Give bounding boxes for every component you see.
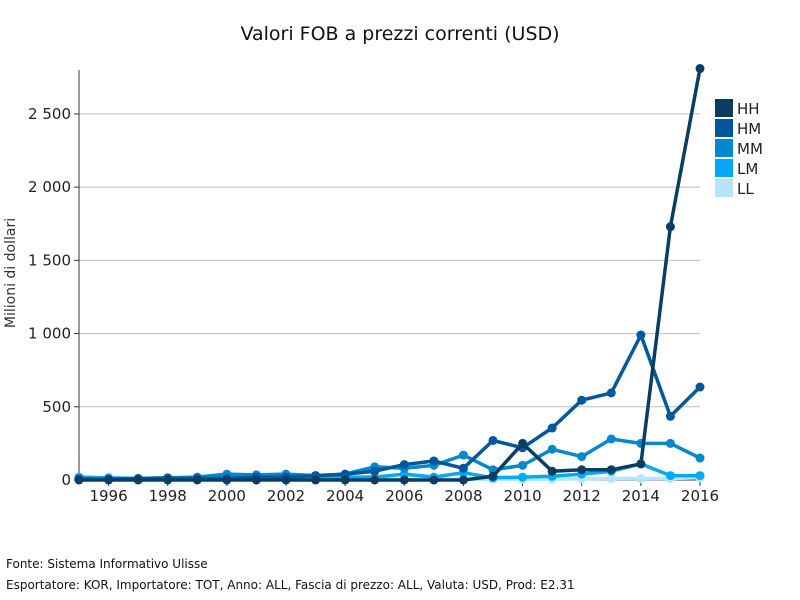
series-group bbox=[74, 64, 705, 485]
legend: HH HM MM LM LL bbox=[715, 99, 763, 198]
data-point-hh bbox=[429, 475, 439, 485]
data-point-hm bbox=[636, 330, 646, 340]
data-point-lm bbox=[695, 471, 705, 481]
legend-swatch-mm bbox=[715, 139, 733, 157]
x-tick-label: 2004 bbox=[326, 487, 364, 505]
data-point-mm bbox=[665, 438, 675, 448]
y-tick-label: 1 500 bbox=[28, 251, 71, 269]
y-axis-ticks: 0 500 1 000 1 500 2 000 2 500 bbox=[28, 105, 79, 489]
data-point-hh bbox=[133, 475, 143, 485]
data-point-mm bbox=[577, 452, 587, 462]
legend-label-lm: LM bbox=[737, 160, 758, 178]
y-axis-label: Milioni di dollari bbox=[3, 218, 19, 328]
data-point-hm bbox=[547, 423, 557, 433]
legend-swatch-hh bbox=[715, 99, 733, 117]
y-tick-label: 1 000 bbox=[28, 325, 71, 343]
chart-title: Valori FOB a prezzi correnti (USD) bbox=[240, 23, 559, 45]
data-point-hh bbox=[577, 465, 587, 475]
data-point-hm bbox=[695, 382, 705, 392]
x-tick-label: 2002 bbox=[267, 487, 305, 505]
line-chart: Valori FOB a prezzi correnti (USD) Milio… bbox=[3, 23, 763, 505]
data-point-mm bbox=[606, 434, 616, 444]
x-tick-label: 1996 bbox=[89, 487, 127, 505]
axes bbox=[78, 70, 700, 481]
x-tick-label: 2006 bbox=[385, 487, 423, 505]
data-point-hm bbox=[429, 456, 439, 466]
data-point-hh bbox=[370, 475, 380, 485]
data-point-hh bbox=[547, 466, 557, 476]
data-point-lm bbox=[518, 472, 528, 482]
data-point-hh bbox=[340, 475, 350, 485]
data-point-hm bbox=[399, 460, 409, 470]
data-point-lm bbox=[665, 471, 675, 481]
legend-label-hm: HM bbox=[737, 120, 761, 138]
legend-label-ll: LL bbox=[737, 180, 754, 198]
data-point-hh bbox=[104, 475, 114, 485]
x-tick-label: 2014 bbox=[622, 487, 660, 505]
data-point-hh bbox=[399, 475, 409, 485]
data-point-hh bbox=[311, 475, 321, 485]
y-tick-label: 500 bbox=[42, 398, 71, 416]
x-tick-label: 2000 bbox=[208, 487, 246, 505]
series-hh bbox=[74, 64, 705, 485]
data-point-hm bbox=[488, 435, 498, 445]
data-point-hh bbox=[518, 438, 528, 448]
data-point-mm bbox=[695, 453, 705, 463]
data-point-hh bbox=[458, 475, 468, 485]
x-tick-label: 2010 bbox=[503, 487, 541, 505]
data-point-hh bbox=[163, 475, 173, 485]
data-point-hh bbox=[606, 465, 616, 475]
source-note: Fonte: Sistema Informativo Ulisse bbox=[6, 557, 208, 571]
data-point-hh bbox=[488, 471, 498, 481]
data-point-hh bbox=[251, 475, 261, 485]
data-point-hm bbox=[665, 411, 675, 421]
data-point-hh bbox=[192, 475, 202, 485]
data-point-hh bbox=[665, 222, 675, 232]
x-axis-ticks: 1996 1998 2000 2002 2004 2006 2008 2010 2012 2014… bbox=[89, 480, 719, 505]
data-point-hh bbox=[281, 475, 291, 485]
series-line-hh bbox=[79, 68, 702, 482]
legend-swatch-hm bbox=[715, 119, 733, 137]
grid-lines bbox=[79, 113, 700, 408]
data-point-hh bbox=[636, 459, 646, 469]
filter-details: Esportatore: KOR, Importatore: TOT, Anno… bbox=[6, 578, 575, 592]
data-point-mm bbox=[518, 460, 528, 470]
y-tick-label: 0 bbox=[61, 471, 71, 489]
x-tick-label: 2012 bbox=[563, 487, 601, 505]
data-point-hm bbox=[370, 466, 380, 476]
legend-swatch-lm bbox=[715, 159, 733, 177]
data-point-hh bbox=[74, 475, 84, 485]
data-point-hm bbox=[606, 388, 616, 398]
x-tick-label: 2016 bbox=[681, 487, 719, 505]
data-point-hh bbox=[695, 64, 705, 74]
legend-swatch-ll bbox=[715, 179, 733, 197]
data-point-hh bbox=[222, 475, 232, 485]
data-point-hm bbox=[458, 463, 468, 473]
data-point-ll bbox=[636, 474, 646, 484]
x-tick-label: 2008 bbox=[444, 487, 482, 505]
y-tick-label: 2 500 bbox=[28, 105, 71, 123]
y-tick-label: 2 000 bbox=[28, 178, 71, 196]
data-point-hm bbox=[577, 395, 587, 405]
data-point-mm bbox=[458, 450, 468, 460]
x-tick-label: 1998 bbox=[149, 487, 187, 505]
legend-label-hh: HH bbox=[737, 100, 760, 118]
legend-label-mm: MM bbox=[737, 140, 763, 158]
data-point-ll bbox=[606, 474, 616, 484]
data-point-mm bbox=[547, 444, 557, 454]
